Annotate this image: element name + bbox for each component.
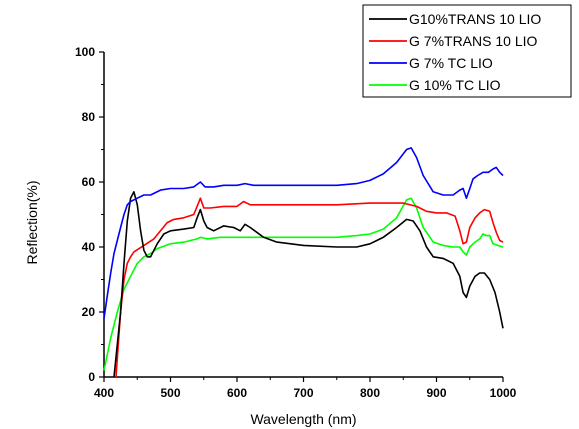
x-tick-label: 600: [227, 386, 247, 400]
x-tick-label: 500: [160, 386, 180, 400]
y-tick-label: 40: [82, 240, 96, 254]
x-tick-label: 700: [293, 386, 313, 400]
axes: 400 500 600 700 800 900 1000 0 20 40 60 80 100: [75, 45, 517, 400]
legend-label: G 7% TC LIO: [409, 55, 493, 71]
legend-label: G 10% TC LIO: [409, 77, 501, 93]
series-line-3: [103, 147, 504, 319]
y-tick-label: 80: [82, 110, 96, 124]
legend-box: [362, 4, 572, 98]
x-tick-label: 400: [94, 386, 114, 400]
legend-label: G 7%TRANS 10 LIO: [409, 33, 537, 49]
x-tick-label: 800: [360, 386, 380, 400]
y-axis-title: Reflection(%): [24, 180, 40, 264]
legend: G10%TRANS 10 LIO G 7%TRANS 10 LIO G 7% TC …: [362, 4, 572, 98]
y-tick-label: 100: [75, 45, 95, 59]
series-line-2: [115, 197, 504, 378]
series-group: [103, 147, 504, 378]
series-line-4: [103, 197, 504, 371]
y-tick-label: 20: [82, 305, 96, 319]
series-line-1: [113, 191, 504, 378]
x-axis-title: Wavelength (nm): [250, 411, 356, 427]
y-tick-label: 0: [88, 370, 95, 384]
legend-label: G10%TRANS 10 LIO: [409, 11, 541, 27]
x-tick-label: 1000: [490, 386, 517, 400]
x-tick-label: 900: [426, 386, 446, 400]
y-tick-label: 60: [82, 175, 96, 189]
